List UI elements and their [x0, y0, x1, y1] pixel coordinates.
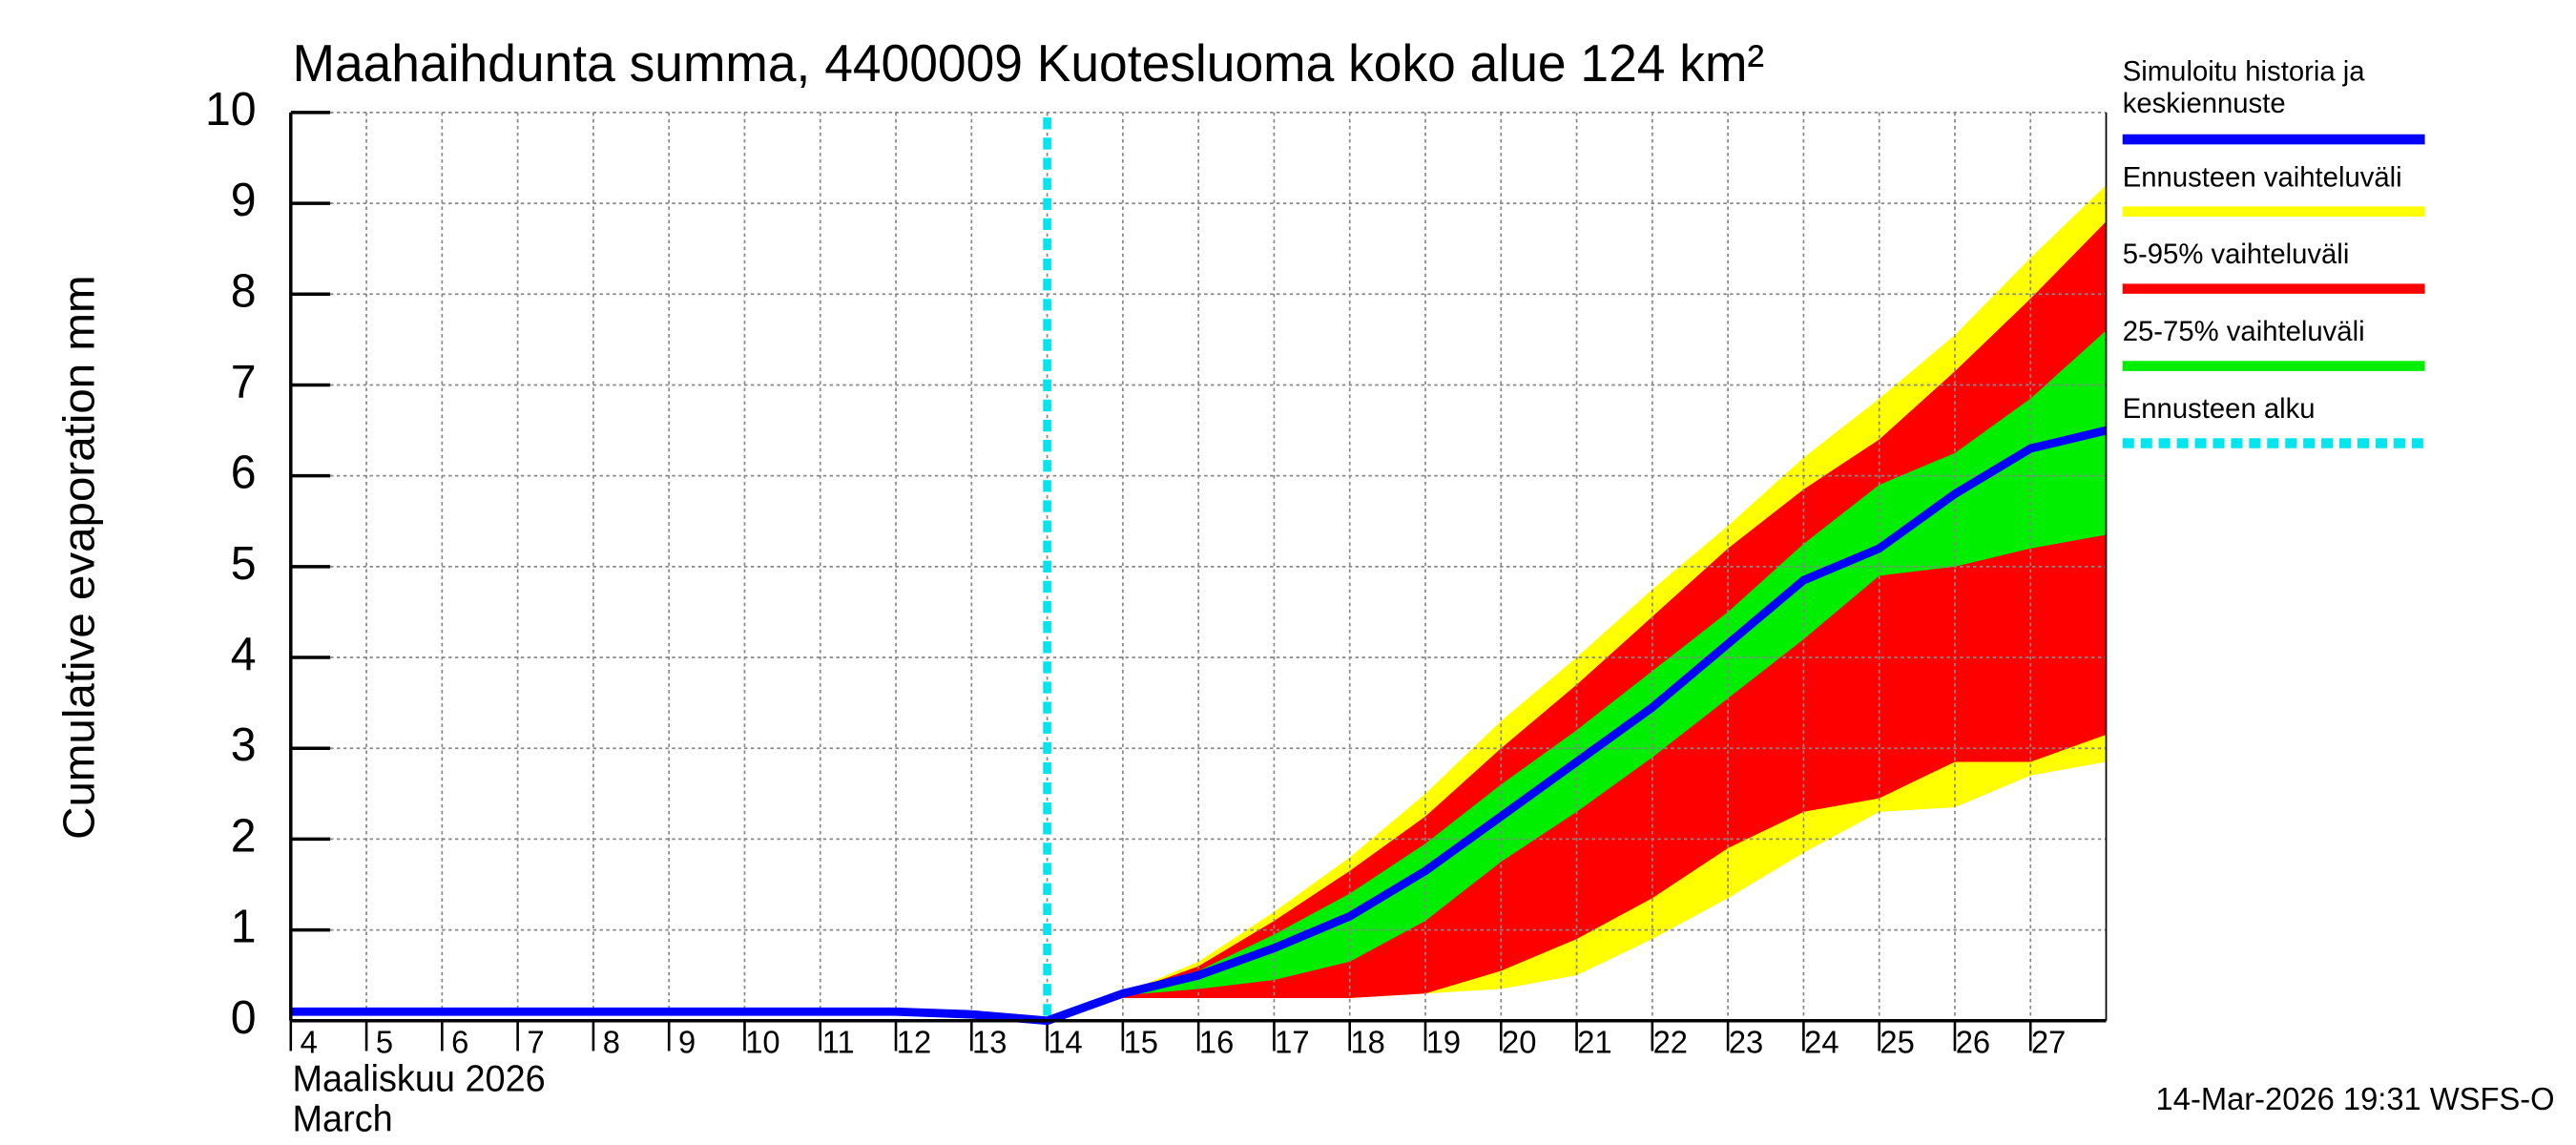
x-tick-label: 23: [1729, 1025, 1763, 1060]
legend-text: Ennusteen alku: [2122, 392, 2316, 426]
legend-text: 25-75% vaihteluväli: [2122, 315, 2365, 348]
chart-title: Maahaihdunta summa, 4400009 Kuotesluoma …: [293, 34, 1765, 93]
y-tick-label: 7: [231, 356, 257, 408]
y-tick-label: 0: [231, 991, 257, 1044]
x-tick-label: 27: [2031, 1025, 2066, 1060]
x-tick-label: 9: [678, 1025, 696, 1060]
y-tick-label: 5: [231, 537, 257, 590]
legend-text: Simuloitu historia ja keskiennuste: [2122, 55, 2365, 119]
legend-label: 5-95% vaihteluväli: [2122, 238, 2350, 271]
x-tick-label: 16: [1199, 1025, 1234, 1060]
y-tick-label: 2: [231, 810, 257, 863]
x-tick-label: 7: [527, 1025, 544, 1060]
y-tick-label: 10: [205, 83, 257, 135]
y-tick-label: 1: [231, 901, 257, 953]
x-tick-label: 18: [1350, 1025, 1384, 1060]
x-tick-label: 5: [376, 1025, 393, 1060]
x-tick-label: 25: [1880, 1025, 1914, 1060]
x-axis-label: March: [293, 1098, 393, 1139]
x-tick-label: 12: [897, 1025, 931, 1060]
x-tick-label: 8: [603, 1025, 620, 1060]
y-tick-label: 6: [231, 447, 257, 499]
y-axis-label: Cumulative evaporation mm: [53, 275, 103, 839]
x-axis-label: Maaliskuu 2026: [293, 1058, 546, 1099]
x-tick-label: 15: [1124, 1025, 1158, 1060]
y-tick-label: 3: [231, 719, 257, 772]
legend-label: Ennusteen alku: [2122, 392, 2316, 426]
y-tick-label: 4: [231, 629, 257, 681]
x-tick-label: 26: [1956, 1025, 1990, 1060]
legend-label: Simuloitu historia ja keskiennuste: [2122, 55, 2365, 119]
x-tick-label: 20: [1502, 1025, 1536, 1060]
x-tick-label: 11: [822, 1025, 855, 1060]
y-tick-label: 8: [231, 265, 257, 318]
x-tick-label: 4: [301, 1025, 318, 1060]
x-tick-label: 10: [745, 1025, 779, 1060]
y-tick-label: 9: [231, 175, 257, 227]
x-tick-label: 21: [1577, 1025, 1611, 1060]
series-line: [290, 426, 2108, 1026]
legend-text: Ennusteen vaihteluväli: [2122, 160, 2402, 194]
x-tick-label: 17: [1275, 1025, 1309, 1060]
x-tick-label: 14: [1048, 1025, 1082, 1060]
x-tick-label: 22: [1653, 1025, 1688, 1060]
legend-label: 25-75% vaihteluväli: [2122, 315, 2365, 348]
footer: 14-Mar-2026 19:31 WSFS-O: [2156, 1082, 2555, 1117]
x-tick-label: 13: [972, 1025, 1007, 1060]
x-tick-label: 24: [1804, 1025, 1839, 1060]
band-area: [1047, 185, 2107, 1021]
x-tick-label: 6: [451, 1025, 468, 1060]
legend-text: 5-95% vaihteluväli: [2122, 238, 2350, 271]
legend-label: Ennusteen vaihteluväli: [2122, 160, 2402, 194]
x-tick-label: 19: [1426, 1025, 1461, 1060]
